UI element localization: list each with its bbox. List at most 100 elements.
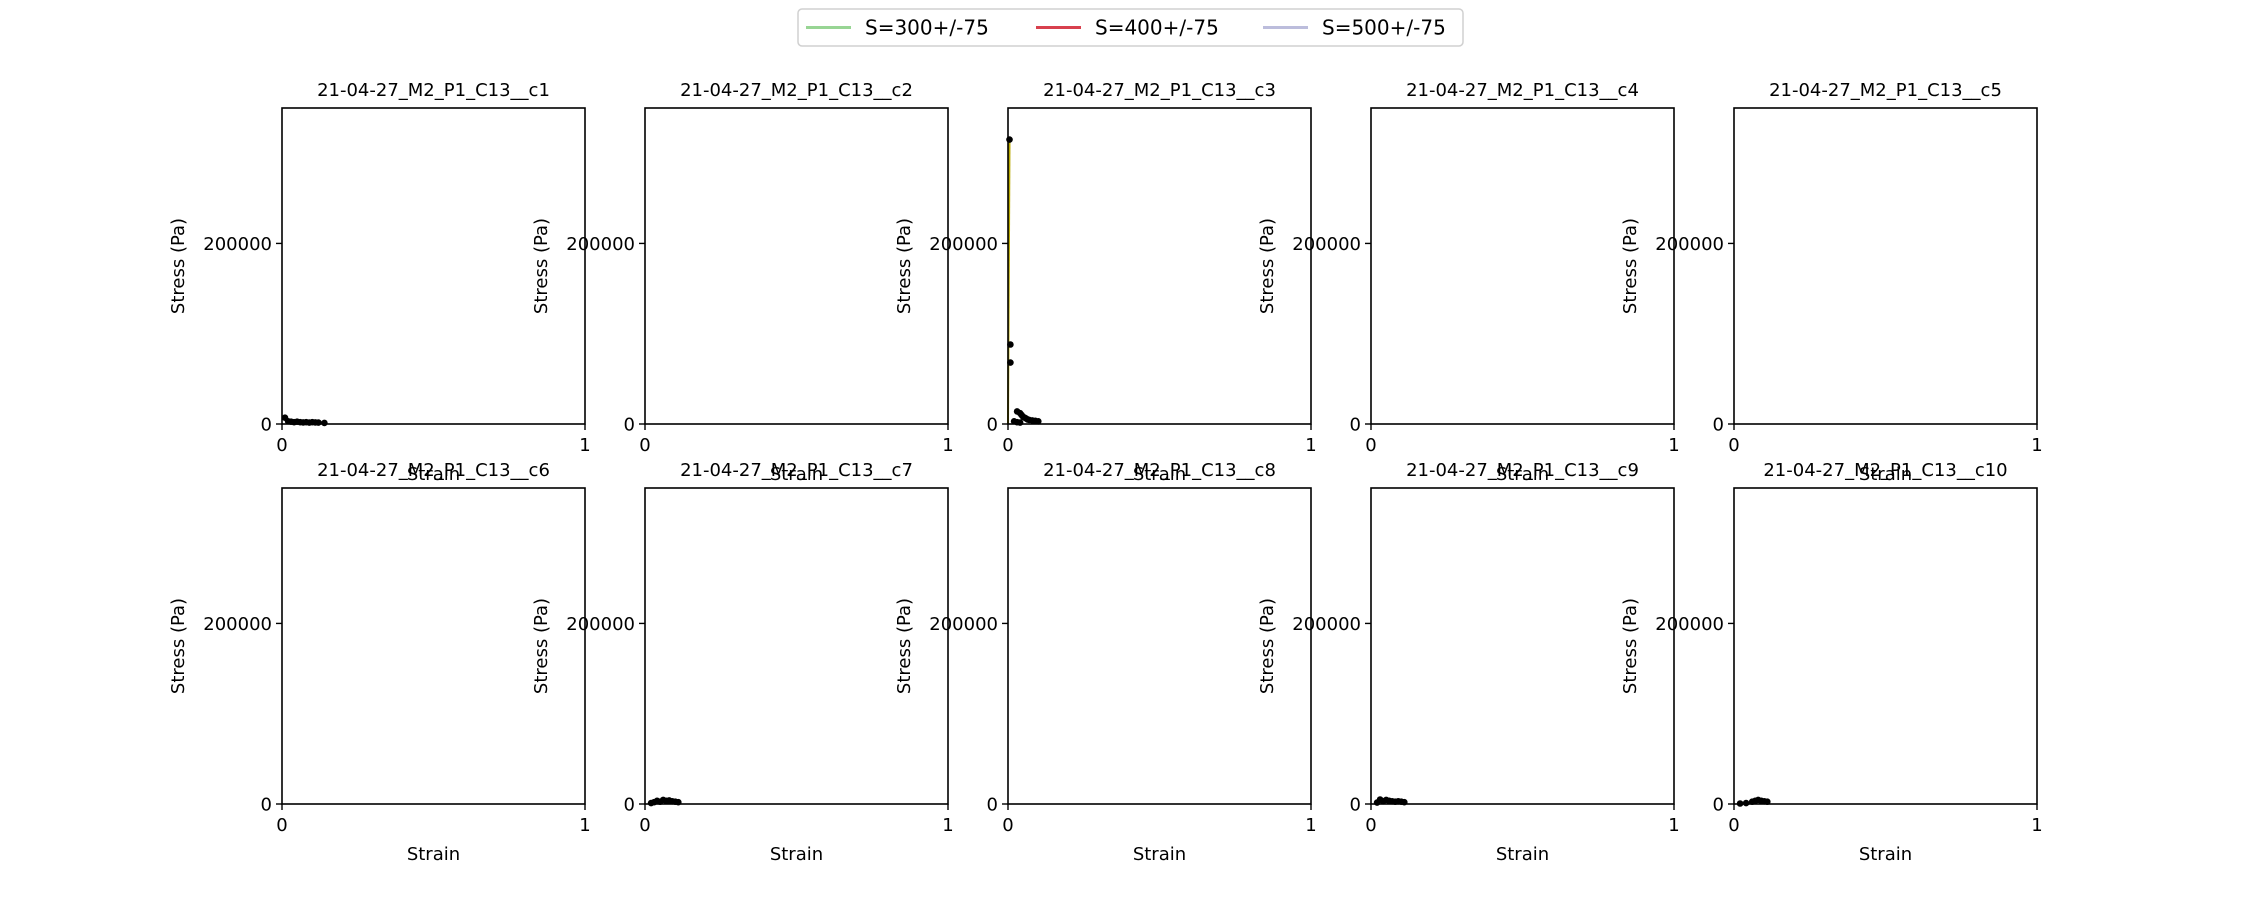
x-axis-label: Strain bbox=[1133, 844, 1186, 865]
y-tick-label: 200000 bbox=[203, 614, 272, 635]
subplot-title: 21-04-27_M2_P1_C13__c6 bbox=[317, 460, 550, 481]
y-axis-label: Stress (Pa) bbox=[1620, 218, 1641, 314]
axes-frame bbox=[1733, 107, 2038, 425]
y-tick-label: 200000 bbox=[929, 234, 998, 255]
x-tick-label: 1 bbox=[2031, 815, 2042, 836]
subplot-c2: 21-04-27_M2_P1_C13__c2 0 1 0 200000 Strain Str… bbox=[531, 80, 954, 485]
x-tick-label: 1 bbox=[1305, 815, 1316, 836]
x-tick-label: 1 bbox=[2031, 435, 2042, 456]
data-point bbox=[1016, 419, 1024, 426]
data-point bbox=[1742, 799, 1750, 807]
axes-frame bbox=[1370, 487, 1675, 805]
y-tick-label: 0 bbox=[1713, 795, 1724, 816]
data-point bbox=[1006, 136, 1013, 143]
y-tick-label: 200000 bbox=[929, 614, 998, 635]
subplot-title: 21-04-27_M2_P1_C13__c4 bbox=[1406, 80, 1639, 101]
axes-frame bbox=[644, 487, 949, 805]
subplot-title: 21-04-27_M2_P1_C13__c3 bbox=[1043, 80, 1276, 101]
y-tick-label: 0 bbox=[1713, 415, 1724, 436]
subplot-c6: 21-04-27_M2_P1_C13__c6 0 1 0 200000 Strain Str… bbox=[168, 460, 591, 865]
axes-frame bbox=[281, 107, 586, 425]
y-tick-label: 200000 bbox=[566, 614, 635, 635]
subplot-title: 21-04-27_M2_P1_C13__c7 bbox=[680, 460, 913, 481]
x-tick-label: 1 bbox=[579, 435, 590, 456]
data-point bbox=[321, 419, 328, 427]
y-tick-label: 200000 bbox=[203, 234, 272, 255]
y-axis-label: Stress (Pa) bbox=[1257, 218, 1278, 314]
x-tick-label: 0 bbox=[276, 435, 287, 456]
subplot-grid: 21-04-27_M2_P1_C13__c10 10200000StrainStr… bbox=[168, 80, 2043, 865]
y-tick-label: 0 bbox=[987, 415, 998, 436]
x-tick-label: 0 bbox=[1365, 815, 1376, 836]
y-tick-label: 0 bbox=[624, 795, 635, 816]
legend-label-s500: S=500+/-75 bbox=[1322, 16, 1446, 40]
x-axis-label: Strain bbox=[1496, 464, 1549, 485]
x-axis-label: Strain bbox=[1859, 464, 1912, 485]
x-tick-label: 0 bbox=[1365, 435, 1376, 456]
y-axis-label: Stress (Pa) bbox=[894, 218, 915, 314]
x-axis-label: Strain bbox=[407, 464, 460, 485]
axes-frame bbox=[1007, 107, 1312, 425]
x-axis-label: Strain bbox=[1859, 844, 1912, 865]
y-tick-label: 200000 bbox=[566, 234, 635, 255]
x-tick-label: 0 bbox=[1728, 815, 1739, 836]
y-axis-label: Stress (Pa) bbox=[531, 598, 552, 694]
y-tick-label: 0 bbox=[987, 795, 998, 816]
x-axis-label: Strain bbox=[770, 844, 823, 865]
axes-frame bbox=[644, 107, 949, 425]
subplot-title: 21-04-27_M2_P1_C13__c1 bbox=[317, 80, 550, 101]
y-axis-label: Stress (Pa) bbox=[168, 598, 189, 694]
axes-frame bbox=[1007, 487, 1312, 805]
x-tick-label: 0 bbox=[1002, 815, 1013, 836]
y-axis-label: Stress (Pa) bbox=[531, 218, 552, 314]
x-axis-label: Strain bbox=[1496, 844, 1549, 865]
y-axis-label: Stress (Pa) bbox=[1257, 598, 1278, 694]
x-tick-label: 1 bbox=[942, 815, 953, 836]
subplot-title: 21-04-27_M2_P1_C13__c2 bbox=[680, 80, 913, 101]
x-axis-label: Strain bbox=[407, 844, 460, 865]
y-tick-label: 200000 bbox=[1655, 234, 1724, 255]
legend-label-s300: S=300+/-75 bbox=[865, 16, 989, 40]
x-tick-label: 0 bbox=[1002, 435, 1013, 456]
x-tick-label: 0 bbox=[276, 815, 287, 836]
axes-frame bbox=[1733, 487, 2038, 805]
x-tick-label: 1 bbox=[942, 435, 953, 456]
y-tick-label: 200000 bbox=[1292, 234, 1361, 255]
legend-label-s400: S=400+/-75 bbox=[1095, 16, 1219, 40]
y-tick-label: 200000 bbox=[1655, 614, 1724, 635]
subplot-c8: 21-04-27_M2_P1_C13__c8 0 1 0 200000 Strain Str… bbox=[894, 460, 1317, 865]
legend: S=300+/-75 S=400+/-75 S=500+/-75 bbox=[797, 8, 1464, 47]
y-tick-label: 0 bbox=[1350, 795, 1361, 816]
y-axis-label: Stress (Pa) bbox=[894, 598, 915, 694]
subplot-c3: 21-04-27_M2_P1_C13__c3 0 1 0 200000 Strain Str… bbox=[894, 80, 1317, 485]
subplot-c1: 21-04-27_M2_P1_C13__c1 0 1 0 200000 Strain Str… bbox=[168, 80, 591, 485]
subplot-c9: 21-04-27_M2_P1_C13__c9 0 1 0 200000 Strain Str… bbox=[1257, 460, 1680, 865]
y-tick-label: 0 bbox=[261, 415, 272, 436]
subplot-c7: 21-04-27_M2_P1_C13__c7 0 1 0 200000 Strain Str… bbox=[531, 460, 954, 865]
x-tick-label: 1 bbox=[1668, 435, 1679, 456]
x-tick-label: 0 bbox=[639, 435, 650, 456]
x-axis-label: Strain bbox=[1133, 464, 1186, 485]
axes-frame bbox=[1370, 107, 1675, 425]
subplot-title: 21-04-27_M2_P1_C13__c9 bbox=[1406, 460, 1639, 481]
x-axis-label: Strain bbox=[770, 464, 823, 485]
subplot-title: 21-04-27_M2_P1_C13__c8 bbox=[1043, 460, 1276, 481]
subplot-c4: 21-04-27_M2_P1_C13__c4 0 1 0 200000 Strain Str… bbox=[1257, 80, 1680, 485]
x-tick-label: 1 bbox=[1668, 815, 1679, 836]
legend-box bbox=[797, 8, 1464, 47]
x-tick-label: 1 bbox=[1305, 435, 1316, 456]
y-tick-label: 0 bbox=[261, 795, 272, 816]
subplot-title: 21-04-27_M2_P1_C13__c5 bbox=[1769, 80, 2002, 101]
axes-frame bbox=[281, 487, 586, 805]
y-axis-label: Stress (Pa) bbox=[168, 218, 189, 314]
subplot-c10: 21-04-27_M2_P1_C13__c10 0 1 0 200000 Strain St… bbox=[1620, 460, 2043, 865]
x-tick-label: 0 bbox=[1728, 435, 1739, 456]
x-tick-label: 1 bbox=[579, 815, 590, 836]
data-point bbox=[315, 419, 322, 426]
subplot-c5: 21-04-27_M2_P1_C13__c5 0 1 0 200000 Strain Str… bbox=[1620, 80, 2043, 485]
subplot-title: 21-04-27_M2_P1_C13__c10 bbox=[1763, 460, 2007, 481]
x-tick-label: 0 bbox=[639, 815, 650, 836]
y-axis-label: Stress (Pa) bbox=[1620, 598, 1641, 694]
y-tick-label: 200000 bbox=[1292, 614, 1361, 635]
